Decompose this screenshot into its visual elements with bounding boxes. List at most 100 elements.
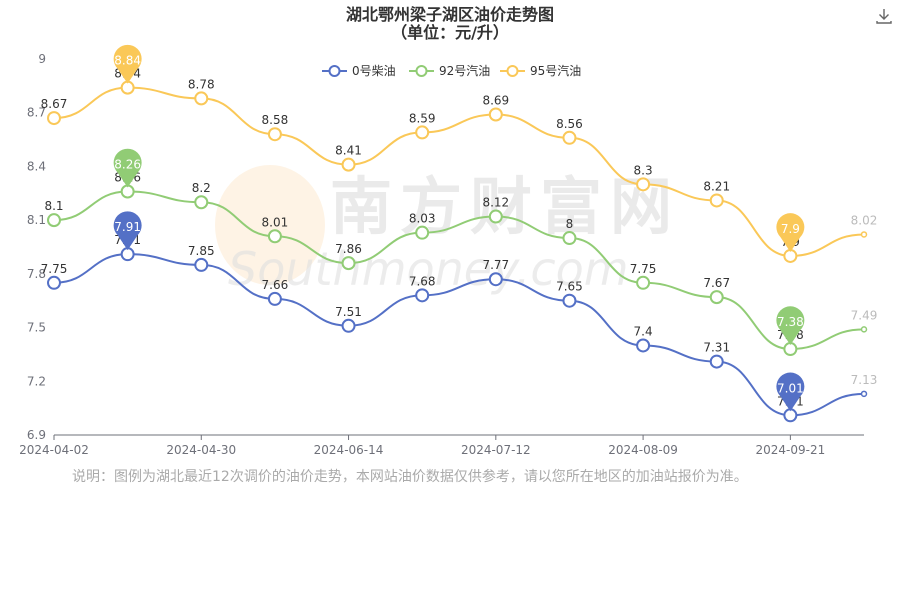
legend-item[interactable]: 92号汽油	[409, 63, 490, 78]
x-tick-label: 2024-09-21	[755, 443, 825, 457]
data-label: 8.69	[482, 94, 509, 108]
data-label: 7.86	[335, 242, 362, 256]
data-label: 7.51	[335, 305, 362, 319]
x-tick-label: 2024-04-02	[19, 443, 89, 457]
data-label: 8.12	[482, 196, 509, 210]
pin-label: 7.91	[114, 220, 141, 234]
y-tick-label: 7.8	[27, 267, 46, 281]
watermark-logo-mark	[215, 165, 325, 285]
data-label: 8.21	[703, 179, 730, 193]
series-lines	[47, 80, 868, 423]
data-label: 8.59	[409, 111, 436, 125]
data-point	[562, 293, 577, 308]
pin-shape	[113, 44, 142, 84]
data-label: 7.68	[409, 274, 436, 288]
series-line	[53, 190, 865, 351]
legend-item[interactable]: 0号柴油	[322, 64, 396, 78]
data-point	[415, 288, 430, 303]
legend-swatch-marker	[506, 65, 519, 77]
x-tick-label: 2024-07-12	[461, 443, 531, 457]
data-label: 7.65	[556, 280, 583, 294]
pin-marker: 7.9	[776, 213, 805, 252]
data-point	[267, 127, 282, 142]
extreme-pins: 7.91 7.01 8.26 7.38 8.84 7.9	[113, 44, 805, 412]
legend-swatch-marker	[415, 65, 428, 77]
legend-item[interactable]: 95号汽油	[500, 63, 581, 78]
chart-subtitle-unit: （单位：元/升）	[391, 23, 509, 42]
pin-marker: 8.26	[113, 148, 142, 188]
y-tick-label: 8.4	[27, 159, 46, 173]
data-point	[267, 291, 282, 306]
footnote: 说明：图例为湖北最近12次调价的油价走势，本网站油价数据仅供参考，请以您所在地区…	[72, 469, 748, 485]
data-point	[415, 125, 430, 140]
y-tick-label: 6.9	[27, 428, 46, 442]
data-point	[194, 257, 209, 272]
pin-label: 8.84	[114, 54, 141, 68]
data-point	[488, 107, 503, 122]
pin-label: 7.38	[777, 315, 804, 329]
data-point	[709, 193, 724, 208]
data-point	[341, 157, 356, 172]
data-label: 7.4	[634, 324, 653, 338]
data-point	[47, 275, 61, 290]
data-point	[860, 326, 868, 333]
data-label: 8.1	[44, 199, 63, 213]
data-label: 8.78	[188, 77, 215, 91]
chart-title: 湖北鄂州梁子湖区油价走势图	[345, 5, 554, 24]
data-label: 7.75	[41, 262, 68, 276]
axes: 6.9 7.2 7.5 7.8 8.1 8.4 8.7 9 2024-04-02 2024-04-…	[19, 52, 864, 457]
data-point	[267, 229, 282, 244]
y-tick-label: 9	[38, 52, 46, 66]
data-label: 7.49	[851, 308, 878, 322]
data-point	[636, 275, 651, 290]
pin-shape	[776, 306, 805, 346]
x-tick-label: 2024-04-30	[166, 443, 236, 457]
data-point	[341, 318, 356, 333]
pin-marker: 7.38	[776, 306, 805, 346]
data-label: 8.02	[851, 213, 878, 227]
data-label: 8	[566, 217, 574, 231]
series-0	[47, 247, 868, 423]
data-label: 7.67	[703, 276, 730, 290]
watermark-text-cn: 南方财富网	[330, 170, 680, 243]
data-point	[47, 213, 61, 228]
data-point	[562, 231, 577, 246]
legend: 0号柴油 92号汽油 95号汽油	[322, 63, 581, 78]
data-label: 8.67	[41, 97, 68, 111]
data-point	[194, 91, 209, 106]
pin-marker: 7.91	[113, 211, 142, 251]
pin-label: 7.9	[781, 222, 800, 236]
series-line	[53, 86, 865, 257]
data-point	[860, 390, 868, 398]
data-label: 8.03	[409, 212, 436, 226]
data-point	[194, 195, 209, 210]
legend-label: 95号汽油	[530, 63, 581, 78]
data-label: 8.3	[634, 163, 653, 177]
series-1	[47, 184, 868, 357]
x-tick-label: 2024-08-09	[608, 443, 678, 457]
data-label: 8.58	[262, 113, 289, 127]
download-icon[interactable]	[874, 6, 894, 26]
pin-shape	[776, 372, 805, 412]
pin-label: 8.26	[114, 157, 141, 171]
data-label: 7.75	[630, 262, 657, 276]
legend-swatch-marker	[328, 65, 341, 77]
data-point	[488, 209, 503, 224]
y-tick-label: 8.1	[27, 213, 46, 227]
data-label: 8.56	[556, 117, 583, 131]
data-label: 7.13	[851, 373, 878, 387]
data-point	[488, 272, 503, 287]
data-point	[636, 177, 651, 192]
x-tick-label: 2024-06-14	[314, 443, 384, 457]
watermark-text-url: Southmoney.com	[228, 242, 629, 296]
pin-shape	[113, 211, 142, 251]
data-point	[341, 256, 356, 271]
data-label: 8.01	[262, 215, 289, 229]
pin-shape	[776, 213, 805, 252]
pin-marker: 7.01	[776, 372, 805, 412]
data-point	[415, 225, 430, 240]
data-point	[47, 111, 61, 126]
y-tick-label: 7.2	[27, 374, 46, 388]
data-label: 7.31	[703, 341, 730, 355]
